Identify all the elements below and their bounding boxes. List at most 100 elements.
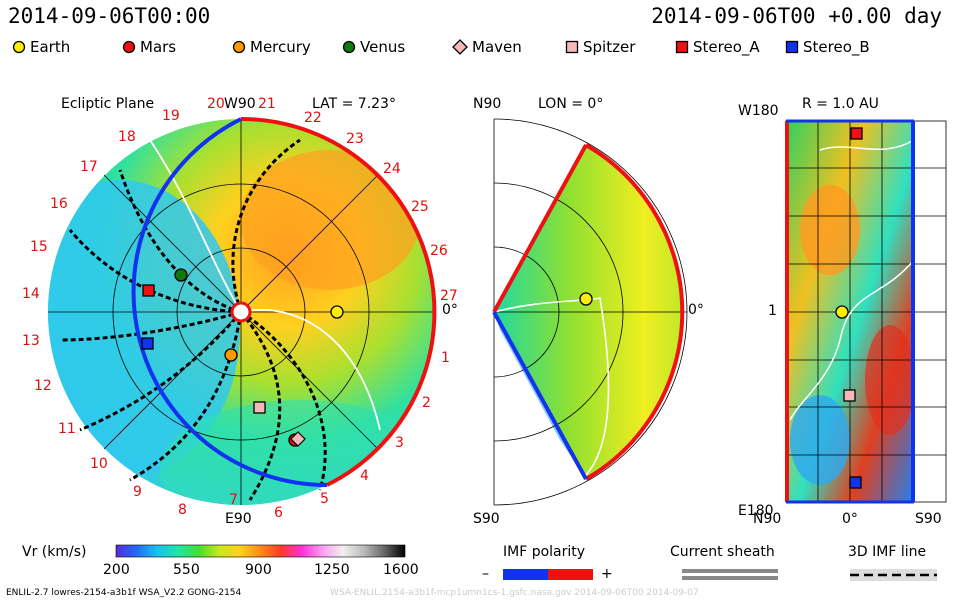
- current-sheath-swatch: [682, 569, 778, 573]
- imf-minus-label: –: [482, 566, 489, 582]
- imf-negative-swatch: [503, 569, 548, 580]
- venus-marker-icon: [342, 40, 356, 54]
- legend-stereo-a: Stereo_A: [675, 38, 760, 56]
- rotation-number: 18: [118, 129, 136, 145]
- rotation-number: 23: [346, 131, 364, 147]
- colorbar-tick: 1250: [314, 562, 350, 578]
- stereo-b-marker-icon: [849, 476, 862, 489]
- field-line: [68, 229, 242, 314]
- current-sheath-line: [240, 309, 381, 431]
- rotation-number: 6: [274, 505, 283, 521]
- shell-slow-region: [790, 395, 850, 485]
- mercury-marker-icon: [232, 40, 246, 54]
- shell-plot: [785, 119, 947, 504]
- field-line: [239, 311, 282, 501]
- rotation-number: 17: [80, 159, 98, 175]
- stereo-a-marker-icon: [850, 127, 863, 140]
- mars-marker-icon: [122, 40, 136, 54]
- meridional-edge-positive: [492, 144, 588, 313]
- legend-label: Venus: [360, 38, 406, 56]
- field-line: [118, 169, 242, 314]
- current-sheath-swatch: [682, 576, 778, 580]
- legend-stereo-b: Stereo_B: [785, 38, 870, 56]
- legend-maven: Maven: [452, 38, 522, 56]
- meridional-n90-label: N90: [473, 96, 502, 112]
- shell-hot-region: [865, 325, 915, 435]
- imf3d-label: 3D IMF line: [848, 544, 927, 560]
- legend-label: Stereo_A: [693, 38, 760, 56]
- imf-polarity-label: IMF polarity: [503, 544, 586, 560]
- rotation-number: 16: [50, 196, 68, 212]
- colorbar-tick: 900: [245, 562, 272, 578]
- earth-marker-icon: [579, 292, 593, 306]
- colorbar: [115, 544, 406, 558]
- meridional-lon-label: LON = 0°: [538, 96, 604, 112]
- legend-earth: Earth: [12, 38, 70, 56]
- rotation-number: 11: [58, 421, 76, 437]
- maven-marker-icon: [290, 431, 306, 447]
- footer-right: WSA-ENLIL.2154-a3b1f-mcp1umn1cs-1.gsfc.n…: [330, 588, 699, 598]
- rotation-number: 7: [229, 492, 238, 508]
- legend-venus: Venus: [342, 38, 405, 56]
- ecliptic-rim-positive: [240, 116, 437, 487]
- rotation-number: 12: [34, 378, 52, 394]
- ecliptic-lat-label: LAT = 7.23°: [312, 96, 396, 112]
- date-right: 2014-09-06T00 +0.00 day: [651, 4, 942, 28]
- shell-s90-label: S90: [915, 511, 942, 527]
- venus-marker-icon: [174, 268, 188, 282]
- earth-marker-icon: [835, 305, 849, 319]
- colorbar-tick: 550: [173, 562, 200, 578]
- rotation-number: 2: [422, 395, 431, 411]
- shell-title: R = 1.0 AU: [802, 96, 879, 112]
- field-line: [240, 310, 327, 491]
- rotation-number: 27: [440, 288, 458, 304]
- ecliptic-top-label: W90: [224, 96, 256, 112]
- rotation-number: 26: [430, 243, 448, 259]
- earth-marker-icon: [12, 40, 26, 54]
- stereo-a-marker-icon: [675, 40, 689, 54]
- rotation-number: 15: [30, 239, 48, 255]
- ecliptic-zero-label: 0°: [442, 302, 458, 318]
- spitzer-marker-icon: [565, 40, 579, 54]
- legend-mars: Mars: [122, 38, 176, 56]
- rotation-number: 24: [383, 161, 401, 177]
- shell-zero-label: 0°: [842, 511, 858, 527]
- imf-positive-swatch: [548, 569, 593, 580]
- date-left: 2014-09-06T00:00: [8, 4, 211, 28]
- rotation-number: 1: [441, 350, 450, 366]
- colorbar-label: Vr (km/s): [22, 544, 87, 560]
- legend-label: Stereo_B: [803, 38, 870, 56]
- meridional-rim: [584, 143, 685, 481]
- legend-label: Earth: [30, 38, 71, 56]
- maven-marker-icon: [452, 39, 468, 55]
- meridional-zero-label: 0°: [688, 302, 704, 318]
- meridional-plot: [492, 118, 688, 506]
- rotation-number: 3: [395, 435, 404, 451]
- rotation-number: 20: [207, 96, 225, 112]
- rotation-number: 25: [411, 199, 429, 215]
- rotation-number: 10: [90, 456, 108, 472]
- ecliptic-bottom-label: E90: [225, 511, 252, 527]
- legend-label: Mercury: [250, 38, 311, 56]
- shell-mid-label: 1: [768, 303, 777, 319]
- colorbar-tick: 200: [103, 562, 130, 578]
- stereo-b-marker-icon: [141, 337, 154, 350]
- ecliptic-plot: [48, 116, 437, 505]
- earth-marker-icon: [330, 305, 344, 319]
- current-sheath-label: Current sheath: [670, 544, 775, 560]
- sun-icon: [230, 301, 252, 323]
- meridional-edge-negative: [492, 311, 588, 480]
- rotation-number: 4: [360, 468, 369, 484]
- mercury-marker-icon: [224, 348, 238, 362]
- spitzer-marker-icon: [253, 401, 266, 414]
- rotation-number: 14: [22, 286, 40, 302]
- wind-region: [160, 400, 434, 505]
- shell-n90-label: N90: [753, 511, 782, 527]
- field-line: [129, 311, 243, 482]
- legend-label: Mars: [140, 38, 177, 56]
- field-line: [59, 310, 242, 342]
- shell-e180-label: E180: [738, 503, 774, 519]
- rotation-number: 19: [162, 108, 180, 124]
- legend-label: Spitzer: [583, 38, 636, 56]
